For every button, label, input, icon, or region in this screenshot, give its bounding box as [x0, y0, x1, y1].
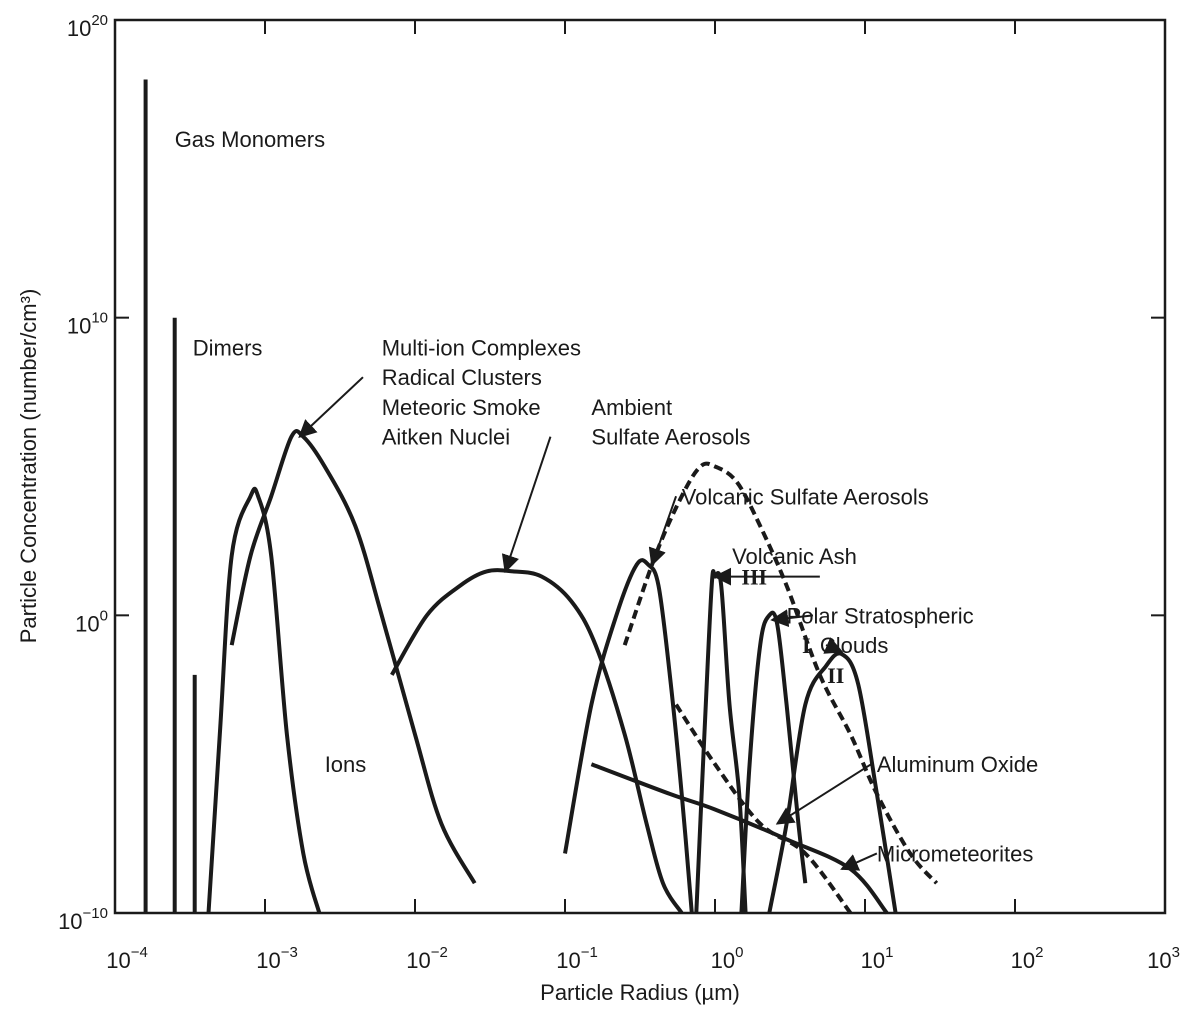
x-tick-label: 10−2 — [406, 944, 448, 973]
x-tick-label: 100 — [711, 944, 744, 973]
series-ions — [206, 486, 322, 914]
x-tick-label: 103 — [1147, 944, 1180, 973]
y-tick-label: 10−10 — [58, 905, 108, 934]
x-tick-label: 101 — [861, 944, 894, 973]
annotation-aitken-nuclei: Aitken Nuclei — [382, 425, 510, 450]
x-tick-label: 102 — [1011, 944, 1044, 973]
annotation-volcanic-sulfate-aerosols: Volcanic Sulfate Aerosols — [682, 484, 929, 509]
annotation-clouds: Clouds — [820, 633, 888, 658]
annotation-arrow — [840, 852, 878, 871]
annotation-arrow — [823, 637, 844, 654]
series-iii — [694, 569, 748, 914]
annotation-layer: Gas Monomers Dimers Multi-ion Complexes Rad… — [175, 127, 1039, 866]
y-tick-label: 1010 — [67, 310, 108, 339]
annotation-aluminum-oxide: Aluminum Oxide — [877, 752, 1038, 777]
annotation-ii: II — [827, 663, 844, 688]
annotation-volcanic-ash: Volcanic Ash — [732, 544, 857, 569]
axis-ticks — [114, 19, 1166, 914]
x-tick-label: 10−1 — [556, 944, 598, 973]
series-aluminum-oxide — [674, 703, 853, 915]
annotation-arrow — [648, 495, 677, 567]
annotation-multi-ion-complexes: Multi-ion Complexes — [382, 335, 581, 360]
series-volcanic-sulfate-aerosols — [563, 558, 694, 914]
annotation-iii: III — [741, 565, 767, 590]
annotation-sulfate-aerosols: Sulfate Aerosols — [591, 425, 750, 450]
x-tick-label: 10−3 — [256, 944, 298, 973]
series-ii — [767, 651, 898, 914]
annotation-micrometeorites: Micrometeorites — [877, 841, 1033, 866]
tick-label-layer: 10−4 10−3 10−2 10−1 100 101 102 103 10−10 100 1010… — [58, 12, 1180, 973]
series-ambient-sulfate-aerosols — [390, 568, 684, 915]
annotation-arrow — [298, 376, 364, 438]
annotation-arrow — [775, 763, 872, 825]
annotation-arrow — [770, 609, 814, 628]
y-tick-label: 1020 — [67, 12, 108, 41]
annotation-polar-stratospheric: Polar Stratospheric — [787, 603, 974, 628]
annotation-dimers: Dimers — [193, 335, 263, 360]
series-layer — [143, 79, 939, 915]
x-axis-label: Particle Radius (µm) — [540, 980, 740, 1005]
y-axis-label: Particle Concentration (number/cm³) — [16, 289, 41, 644]
y-tick-label: 100 — [75, 607, 108, 636]
series-multi-ion-complexes — [229, 429, 477, 885]
arrow-layer — [298, 376, 878, 871]
x-tick-label: 10−4 — [106, 944, 148, 973]
annotation-ions: Ions — [325, 752, 367, 777]
plot-frame — [113, 18, 1167, 915]
annotation-meteoric-smoke: Meteoric Smoke — [382, 395, 541, 420]
annotation-ambient: Ambient — [591, 395, 672, 420]
annotation-i: I — [802, 633, 811, 658]
annotation-arrow — [501, 436, 552, 574]
annotation-radical-clusters: Radical Clusters — [382, 365, 542, 390]
annotation-gas-monomers: Gas Monomers — [175, 127, 325, 152]
